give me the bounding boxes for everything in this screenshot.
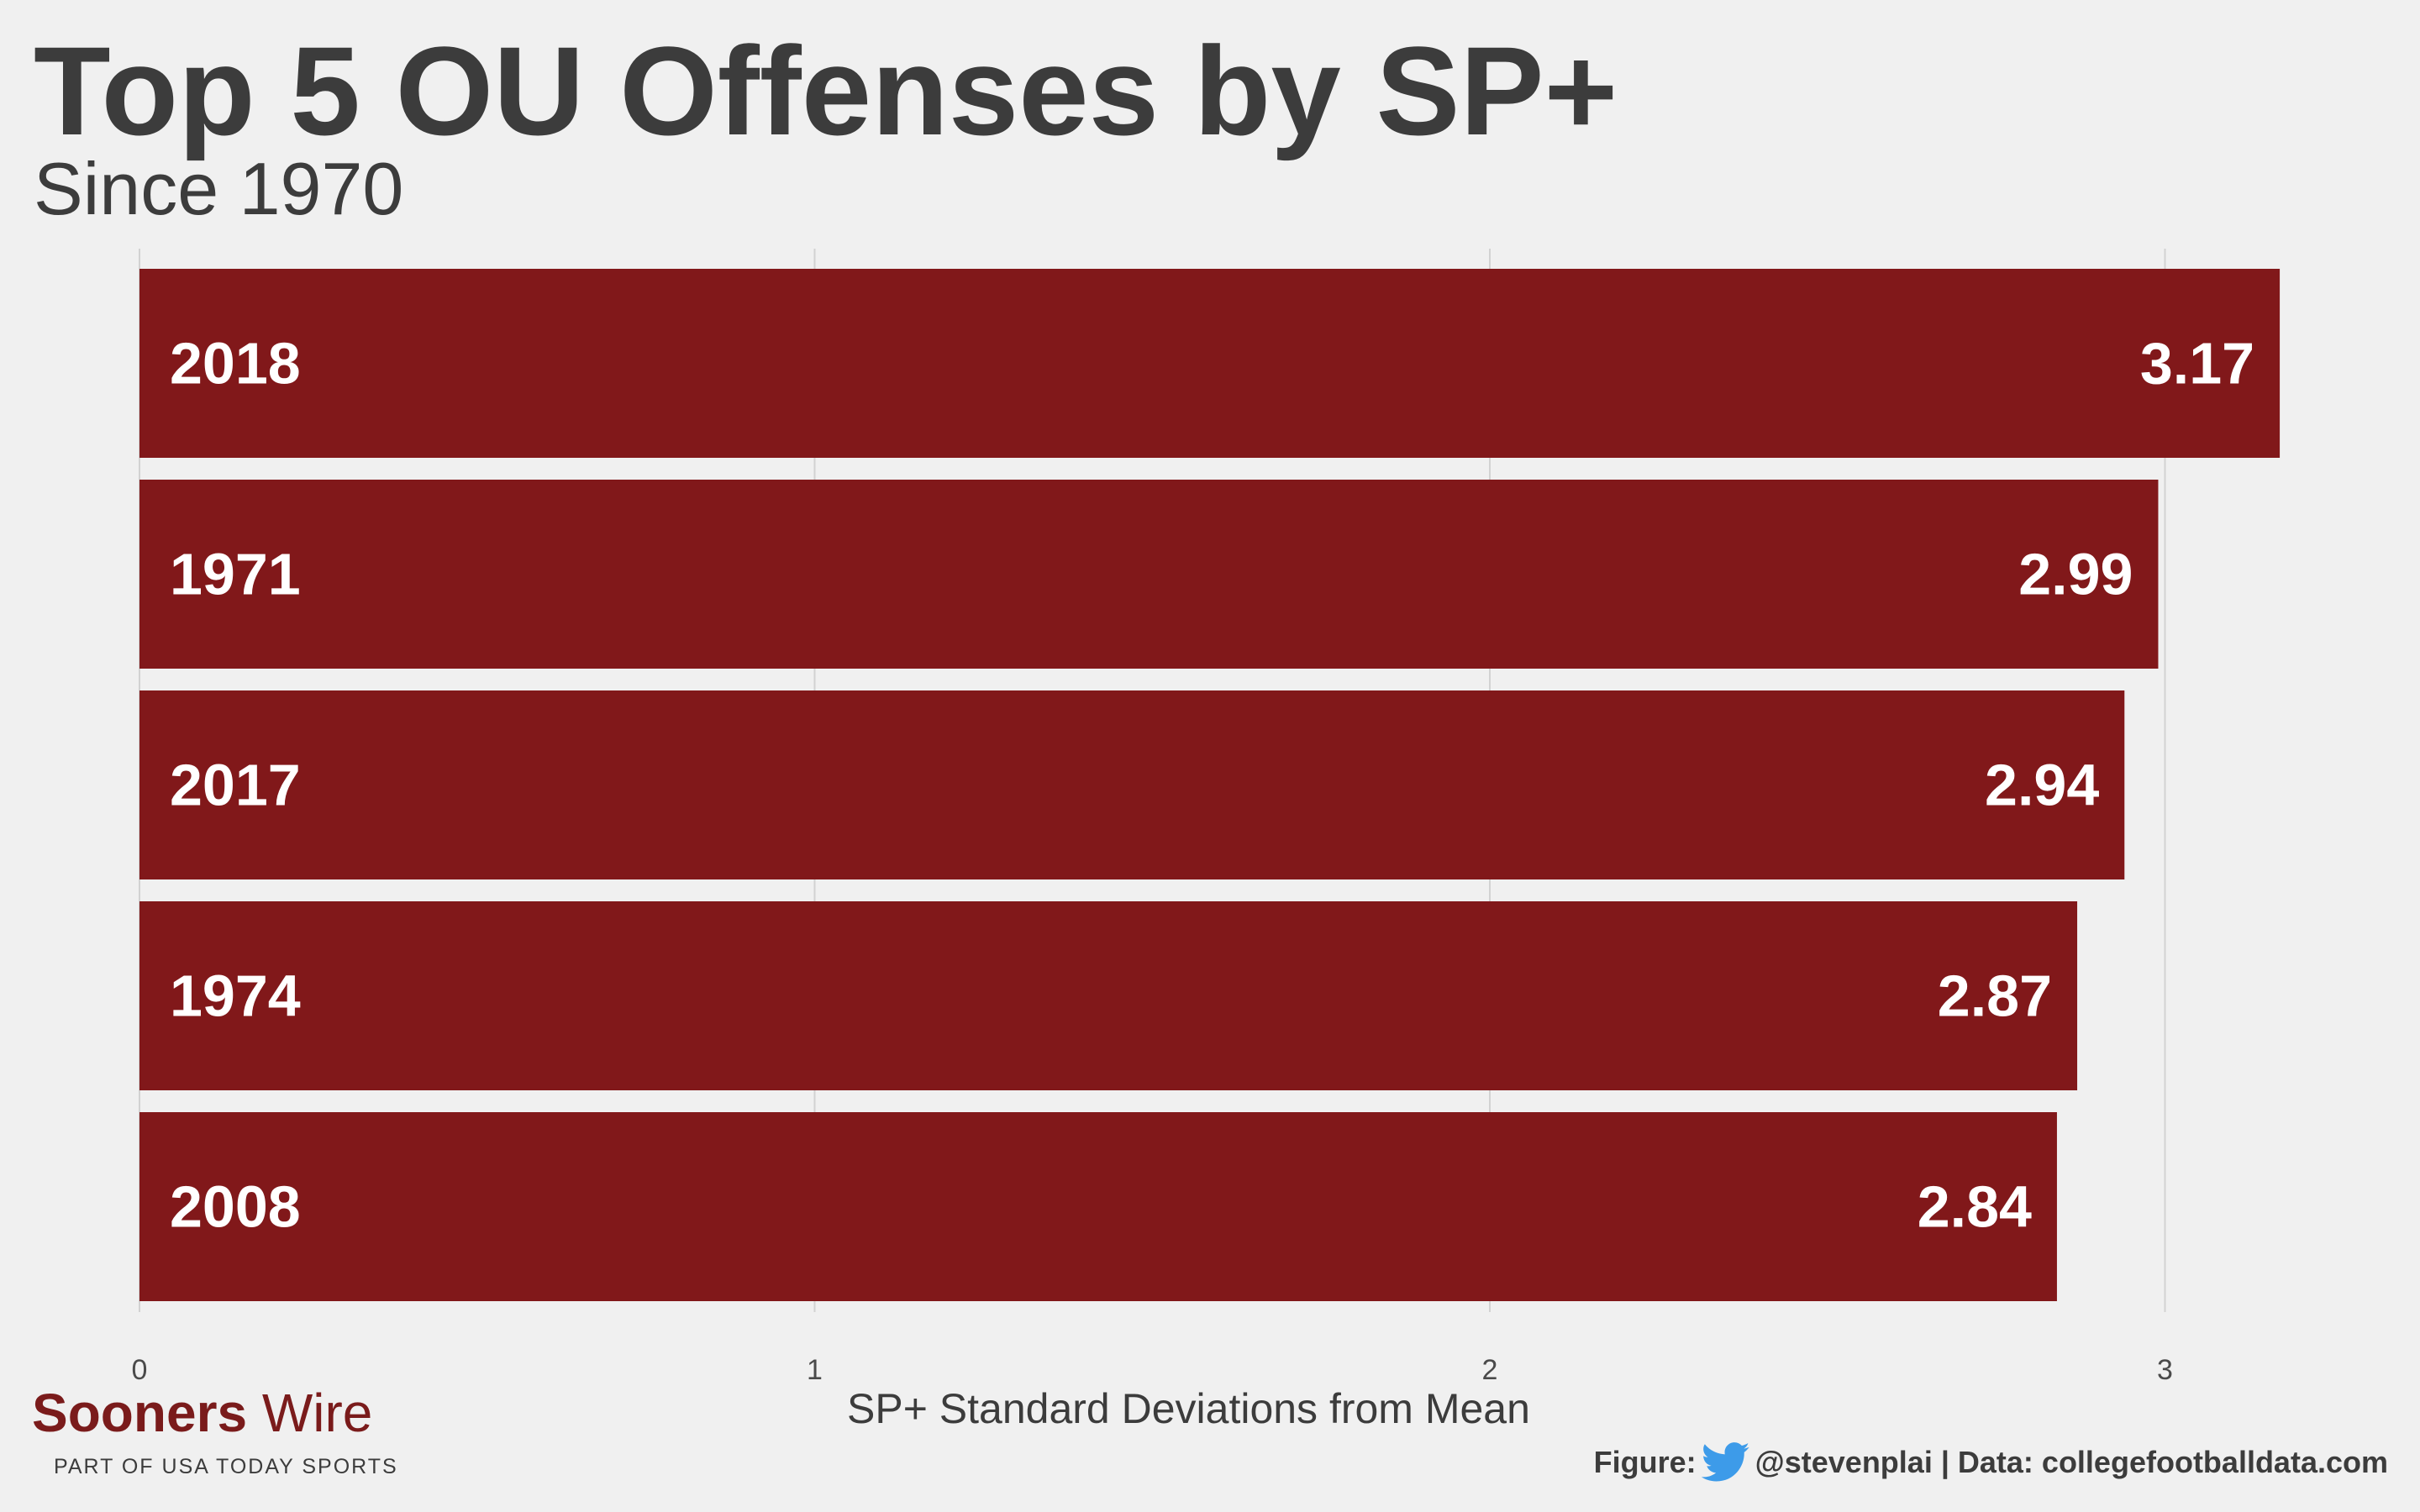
x-tick-label: 3	[2157, 1354, 2173, 1386]
bar-value-label: 2.99	[2018, 542, 2133, 607]
bar-value-label: 2.84	[1918, 1174, 2032, 1240]
bar-category-label: 1974	[170, 963, 301, 1029]
chart-subtitle: Since 1970	[34, 147, 404, 230]
bar-2017	[139, 690, 2125, 879]
x-tick-label: 1	[807, 1354, 823, 1386]
bar-value-label: 3.17	[2140, 331, 2254, 396]
bar-value-label: 2.94	[1985, 753, 2099, 818]
bars: 2018 3.17 1971 2.99 2017 2.94 1974 2.87 2008 2.84	[139, 269, 2281, 1301]
bar-category-label: 1971	[170, 542, 301, 607]
x-tick-label: 2	[1482, 1354, 1498, 1386]
brand-name: Sooners Wire	[32, 1386, 398, 1440]
bar-1971	[139, 480, 2159, 669]
bar-category-label: 2017	[170, 753, 301, 818]
credit-text: @stevenplai | Data: collegefootballdata.…	[1754, 1445, 2388, 1479]
brand-name-light: Wire	[247, 1383, 373, 1443]
brand-tagline: PART OF USA TODAY SPORTS	[54, 1455, 398, 1478]
bar-2008	[139, 1112, 2057, 1301]
chart-title: Top 5 OU Offenses by SP+	[34, 20, 1618, 161]
credit-line: Figure: @stevenplai | Data: collegefootb…	[1594, 1441, 2388, 1483]
x-tick-label: 0	[132, 1354, 148, 1386]
bar-category-label: 2008	[170, 1174, 301, 1240]
brand-name-bold: Sooners	[32, 1383, 248, 1443]
bar-category-label: 2018	[170, 331, 301, 396]
bar-2018	[139, 269, 2281, 458]
credit-prefix: Figure:	[1593, 1445, 1697, 1479]
x-axis-ticks: 0 1 2 3	[132, 1354, 2173, 1386]
x-axis-label: SP+ Standard Deviations from Mean	[847, 1385, 1530, 1432]
brand-logo: Sooners Wire PART OF USA TODAY SPORTS	[32, 1386, 398, 1479]
bar-value-label: 2.87	[1938, 963, 2052, 1029]
twitter-icon	[1701, 1442, 1749, 1482]
bar-1974	[139, 901, 2078, 1090]
